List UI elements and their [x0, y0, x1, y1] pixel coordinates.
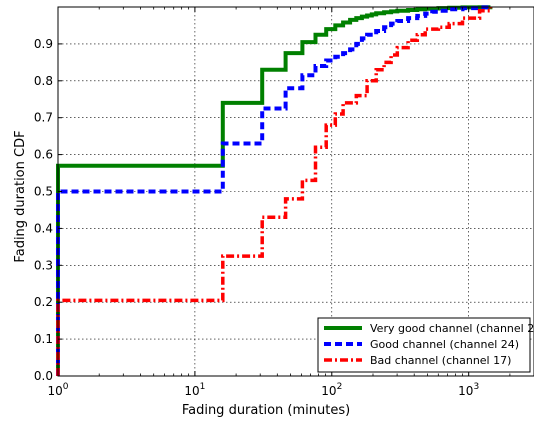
x-axis-label: Fading duration (minutes) — [182, 403, 350, 418]
legend: Very good channel (channel 26) Good chann… — [317, 317, 534, 373]
x-tick-label: 101 — [184, 382, 205, 398]
y-tick-label: 0.8 — [34, 74, 53, 88]
tick-layer: 0.0 0.1 0.2 0.3 0.4 0.5 0.6 0.7 0.8 0.9 100 101 102 1… — [34, 7, 511, 398]
y-tick-label: 0.6 — [34, 148, 53, 162]
x-tick-label: 102 — [321, 382, 342, 398]
y-tick-label: 0.3 — [34, 258, 53, 272]
y-tick-label: 0.9 — [34, 37, 53, 51]
y-tick-label: 0.4 — [34, 221, 53, 235]
legend-label-1: Very good channel (channel 26) — [370, 322, 534, 335]
y-tick-label: 0.7 — [34, 111, 53, 125]
y-axis-label: Fading duration CDF — [13, 130, 28, 262]
y-tick-label: 0.2 — [34, 295, 53, 309]
y-tick-label: 0.5 — [34, 185, 53, 199]
x-tick-label: 100 — [47, 382, 68, 398]
x-tick-label: 103 — [458, 382, 479, 398]
series-line-2 — [56, 5, 493, 376]
legend-label-3: Bad channel (channel 17) — [370, 354, 511, 367]
label-layer: Fading duration (minutes) Fading duratio… — [13, 130, 350, 418]
y-tick-label: 0.0 — [34, 369, 53, 383]
legend-label-2: Good channel (channel 24) — [370, 338, 519, 351]
y-tick-label: 0.1 — [34, 332, 53, 346]
